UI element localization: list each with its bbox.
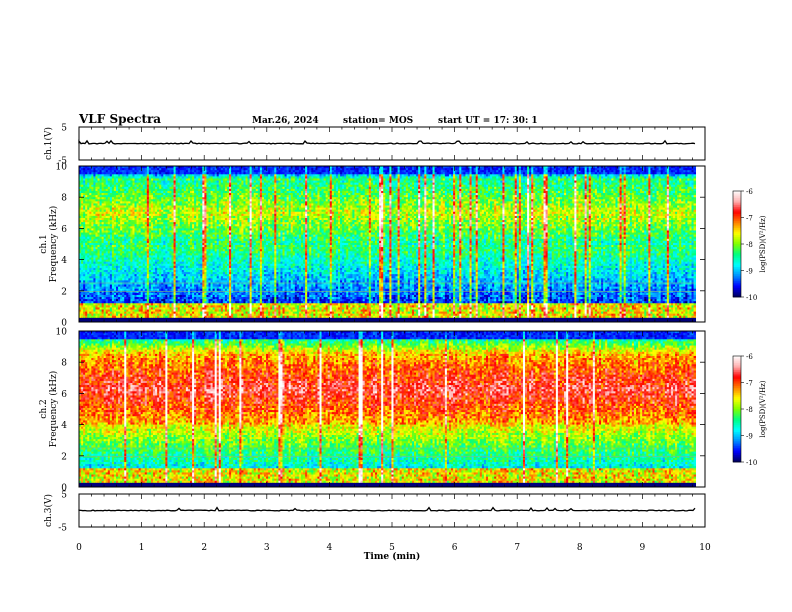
ch1-voltage-panel: 5 -5 ch.1(V) — [43, 124, 706, 167]
y-tick-label: -5 — [58, 524, 67, 534]
y-axis-label: ch.1(V) — [43, 127, 54, 160]
y-axis-label: ch.2Frequency (kHz) — [39, 371, 59, 448]
time-axis: 0 1 2 3 4 5 6 7 8 9 10 Time (min) — [76, 543, 711, 562]
y-tick-label: 4 — [61, 256, 67, 266]
y-tick-label: 4 — [61, 421, 67, 431]
y-tick-label: -5 — [58, 157, 67, 167]
y-axis-label: ch.3(V) — [43, 494, 54, 527]
ch3-voltage-panel: 5 -5 ch.3(V) — [43, 491, 706, 534]
x-axis-label: Time (min) — [364, 551, 421, 562]
colorbar-tick-label: -8 — [746, 241, 753, 249]
x-tick-label: 10 — [699, 543, 711, 553]
x-tick-label: 8 — [577, 543, 583, 553]
colorbar-label: log(PSD)(V²/Hz) — [759, 380, 767, 437]
x-tick-label: 4 — [327, 543, 333, 553]
y-tick-label: 10 — [56, 163, 68, 173]
x-tick-label: 9 — [640, 543, 646, 553]
y-tick-label: 5 — [61, 491, 67, 501]
y-tick-label: 2 — [61, 452, 67, 462]
y-tick-label: 0 — [61, 484, 67, 494]
colorbar-tick-label: -6 — [746, 353, 753, 361]
colorbar: -6 -7 -8 -9 -10 log(PSD)(V²/Hz) — [732, 353, 767, 467]
date-label: Mar.26, 2024 — [252, 116, 319, 126]
ch2-spectrogram-panel: 0 2 4 6 8 10 ch.2Frequency (kHz) — [39, 328, 706, 494]
y-tick-label: 0 — [61, 319, 67, 329]
spectrogram-image — [79, 166, 697, 323]
x-tick-label: 7 — [514, 543, 520, 553]
y-tick-label: 10 — [56, 328, 68, 338]
y-tick-label: 5 — [61, 124, 67, 134]
colorbar-tick-label: -10 — [746, 459, 757, 467]
x-tick-label: 2 — [201, 543, 207, 553]
figure-title: VLF Spectra — [78, 112, 161, 126]
voltage-trace — [78, 506, 696, 512]
colorbars: -6 -7 -8 -9 -10 log(PSD)(V²/Hz) -6 -7 -8 -9 -10 log… — [732, 188, 767, 467]
colorbar-tick-label: -7 — [746, 380, 753, 388]
x-tick-label: 1 — [139, 543, 145, 553]
colorbar-tick-label: -7 — [746, 215, 753, 223]
start-time-label: start UT = 17: 30: 1 — [438, 116, 538, 126]
colorbar-tick-label: -10 — [746, 294, 757, 302]
y-tick-label: 8 — [61, 359, 67, 369]
colorbar-tick-label: -9 — [746, 268, 753, 276]
y-axis-label: ch.1Frequency (kHz) — [39, 206, 59, 283]
colorbar-tick-label: -9 — [746, 433, 753, 441]
colorbar-tick-label: -8 — [746, 406, 753, 414]
x-tick-label: 0 — [76, 543, 82, 553]
x-tick-label: 6 — [452, 543, 458, 553]
ch1-spectrogram-panel: 0 2 4 6 8 10 ch.1Frequency (kHz) — [39, 163, 706, 329]
y-tick-label: 2 — [61, 287, 67, 297]
colorbar: -6 -7 -8 -9 -10 log(PSD)(V²/Hz) — [732, 188, 767, 302]
x-tick-label: 5 — [389, 543, 395, 553]
station-label: station= MOS — [343, 116, 413, 126]
spectrogram-image — [79, 331, 697, 488]
voltage-trace — [78, 139, 696, 145]
colorbar-label: log(PSD)(V²/Hz) — [759, 215, 767, 272]
colorbar-tick-label: -6 — [746, 188, 753, 196]
x-tick-label: 3 — [264, 543, 270, 553]
y-tick-label: 8 — [61, 194, 67, 204]
y-tick-label: 6 — [61, 390, 67, 400]
y-tick-label: 6 — [61, 225, 67, 235]
